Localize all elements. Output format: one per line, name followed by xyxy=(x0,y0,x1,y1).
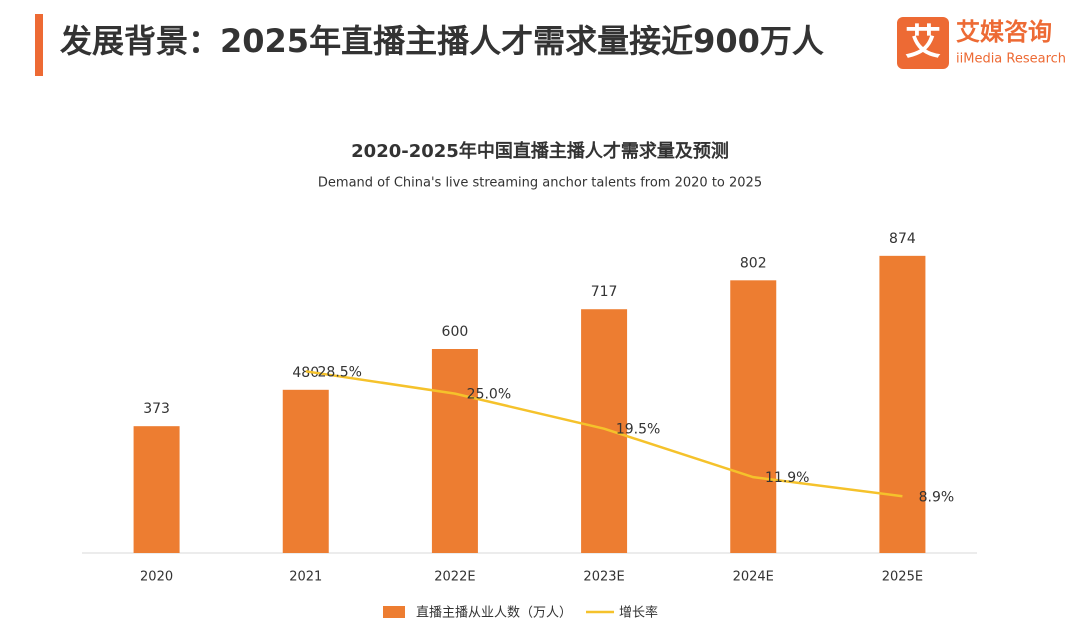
logo-icon: 艾 xyxy=(905,22,941,63)
x-tick-label: 2023E xyxy=(583,570,624,585)
legend-label: 增长率 xyxy=(619,605,658,621)
chart-subtitle: Demand of China's live streaming anchor … xyxy=(318,176,762,191)
chart-title: 2020-2025年中国直播主播人才需求量及预测 xyxy=(351,140,729,162)
logo-name: 艾媒咨询 xyxy=(956,18,1052,46)
bar xyxy=(581,309,628,553)
bar-value-label: 802 xyxy=(740,255,767,271)
bar-value-label: 717 xyxy=(591,284,618,300)
bar xyxy=(431,349,478,553)
bar-value-label: 373 xyxy=(143,401,170,417)
line-value-label: 19.5% xyxy=(616,422,660,438)
slide-title: 发展背景：2025年直播主播人才需求量接近900万人 xyxy=(60,22,824,60)
bar-value-label: 480 xyxy=(292,365,319,381)
x-tick-label: 2021 xyxy=(289,570,322,585)
bar-value-label: 600 xyxy=(442,324,469,340)
logo-icon-bg xyxy=(897,17,949,69)
line-value-label: 11.9% xyxy=(765,470,809,486)
legend-swatch xyxy=(383,606,405,618)
x-tick-label: 2022E xyxy=(434,570,475,585)
bar xyxy=(133,426,180,553)
logo-sub: iiMedia Research xyxy=(956,52,1066,67)
title-accent xyxy=(35,14,43,76)
x-tick-label: 2025E xyxy=(882,570,923,585)
x-tick-label: 2024E xyxy=(733,570,774,585)
growth-line xyxy=(305,370,903,498)
x-tick-label: 2020 xyxy=(140,570,173,585)
bar xyxy=(879,255,926,553)
bar xyxy=(282,389,329,553)
legend-label: 直播主播从业人数（万人） xyxy=(416,606,572,621)
bar xyxy=(730,280,777,553)
bar-value-label: 874 xyxy=(889,231,916,247)
line-value-label: 28.5% xyxy=(318,364,362,380)
line-value-label: 25.0% xyxy=(467,387,511,403)
line-value-label: 8.9% xyxy=(919,489,955,505)
